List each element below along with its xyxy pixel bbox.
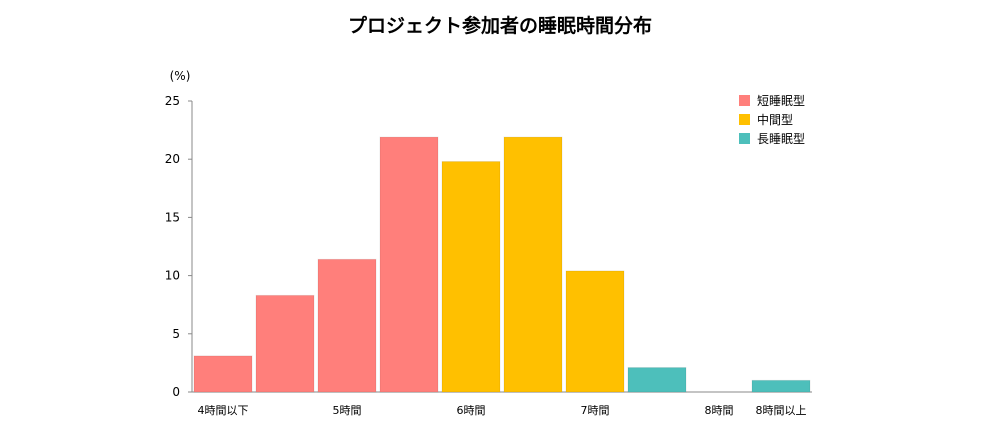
x-tick-label: 5時間: [333, 404, 362, 417]
bar: [193, 355, 253, 393]
bar: [751, 379, 811, 393]
y-tick-label: 20: [165, 152, 180, 166]
y-tick-label: 5: [172, 327, 180, 341]
bar: [255, 294, 315, 393]
bar: [503, 136, 563, 393]
legend-swatch: [739, 114, 750, 125]
y-tick-label: 0: [172, 385, 180, 399]
y-axis-unit-label: (%): [170, 69, 191, 83]
chart-title: プロジェクト参加者の睡眠時間分布: [348, 14, 652, 37]
x-tick-label: 4時間以下: [198, 404, 249, 417]
legend-label: 長睡眠型: [757, 132, 805, 146]
legend-label: 短睡眠型: [757, 94, 805, 108]
bar: [317, 258, 377, 393]
x-tick-label: 8時間: [705, 404, 734, 417]
bar: [627, 367, 687, 393]
legend-swatch: [739, 133, 750, 144]
y-tick-label: 25: [165, 94, 180, 108]
bar: [441, 161, 501, 393]
x-tick-label: 7時間: [581, 404, 610, 417]
x-tick-label: 6時間: [457, 404, 486, 417]
legend-swatch: [739, 95, 750, 106]
bar: [565, 270, 625, 393]
y-tick-label: 15: [165, 210, 180, 224]
x-tick-label: 8時間以上: [756, 404, 807, 417]
y-tick-label: 10: [165, 269, 180, 283]
bar: [379, 136, 439, 393]
legend-label: 中間型: [757, 112, 793, 127]
